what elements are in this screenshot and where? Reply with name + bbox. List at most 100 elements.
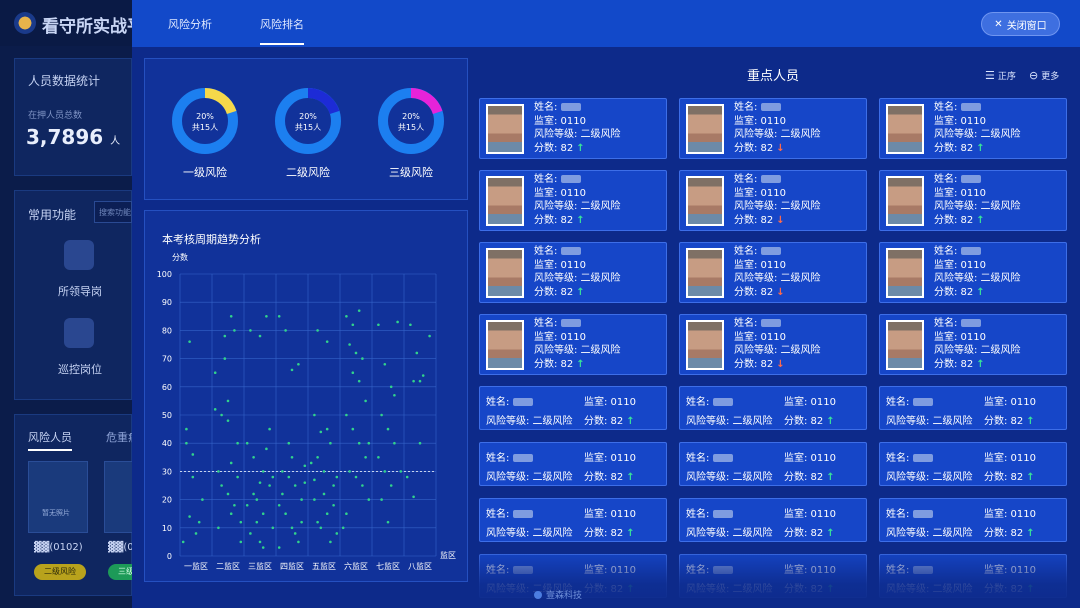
scatter-point: [268, 484, 271, 487]
trend-scatter-chart: 分数 0 10 20 30 40 50 60 70 80 90 100 一监区 二监区 三监区 四监区 五监区六…: [157, 252, 456, 571]
person-thumb[interactable]: [28, 461, 88, 533]
scatter-point: [316, 520, 319, 524]
chart-title: 本考核周期趋势分析: [162, 233, 261, 246]
tab-risk-analysis[interactable]: 风险分析: [168, 18, 212, 31]
more-button[interactable]: ⊖ 更多: [1029, 69, 1060, 82]
person-card[interactable]: 姓名: 监室: 0110 风险等级: 二级风险 分数: 82 ↓: [679, 98, 867, 159]
person-info: 姓名: 监室: 0110 风险等级: 二级风险 分数: 82 ↓: [734, 246, 821, 298]
tab-critical[interactable]: 危重病: [106, 431, 139, 444]
person-photo: [686, 176, 724, 226]
person-card[interactable]: 姓名: 监室: 0110 风险等级: 二级风险 分数: 82 ↑: [479, 170, 667, 231]
scatter-point: [255, 520, 259, 524]
scatter-point: [345, 413, 348, 417]
function-search-input[interactable]: 搜索功能: [94, 201, 132, 223]
x-tick-label: 四监区: [280, 561, 304, 571]
person-photo: [686, 248, 724, 298]
scatter-point: [316, 329, 319, 332]
x-tick-label: 八监区: [408, 561, 432, 571]
scatter-point: [418, 379, 422, 383]
trend-up-icon: ↑: [826, 416, 835, 427]
person-card[interactable]: 姓名: 监室: 0110 风险等级: 二级风险 分数: 82 ↑: [879, 242, 1067, 303]
scatter-point: [229, 512, 233, 515]
scatter-point: [252, 456, 255, 459]
scatter-point: [220, 484, 223, 487]
risk-tag: 二级风险: [34, 564, 86, 580]
scatter-point: [297, 362, 300, 366]
donut-percent: 20%: [299, 112, 317, 121]
scatter-point: [281, 492, 284, 496]
y-tick-label: 20: [162, 496, 172, 505]
person-photo: [886, 248, 924, 298]
person-card[interactable]: 姓名: 监室: 0110 风险等级: 二级风险 分数: 82 ↑: [879, 98, 1067, 159]
scatter-point: [357, 441, 361, 445]
person-card[interactable]: 姓名: 监室: 0110 风险等级: 二级风险 分数: 82 ↑: [479, 98, 667, 159]
leader-post-icon[interactable]: [64, 240, 94, 270]
scatter-point: [287, 441, 291, 445]
scatter-point: [380, 498, 383, 501]
person-card[interactable]: 姓名: 监室: 0110 风险等级: 二级风险 分数: 82 ↓: [679, 314, 867, 375]
person-card[interactable]: 姓名: 监室: 0110 风险等级: 二级风险 分数: 82 ↑: [879, 170, 1067, 231]
scatter-point: [226, 399, 230, 403]
close-icon: ✕: [994, 18, 1003, 30]
background-app-title: 看守所实战平: [42, 17, 144, 37]
trend-up-icon: ↑: [1026, 416, 1035, 427]
func-patrol-label[interactable]: 巡控岗位: [58, 363, 102, 376]
person-card[interactable]: 姓名: 监室: 0110 风险等级: 二级风险 分数: 82 ↑: [879, 314, 1067, 375]
risk-level-panel: [144, 58, 468, 200]
scatter-point: [386, 520, 390, 524]
donut-chart: 20% 共15人: [378, 88, 444, 154]
person-info: 姓名: 监室: 0110 风险等级: 二级风险 分数: 82 ↓: [734, 318, 821, 370]
scatter-point: [277, 503, 281, 507]
scatter-point: [325, 340, 329, 343]
donut-chart: 20% 共15人: [275, 88, 341, 154]
tab-risk-persons[interactable]: 风险人员: [28, 429, 72, 451]
scatter-point: [319, 526, 323, 530]
scatter-point: [380, 413, 383, 417]
person-card[interactable]: 姓名: 监室: 0110 风险等级: 二级风险 分数: 82 ↓: [679, 170, 867, 231]
y-tick-label: 80: [162, 326, 172, 335]
func-leader-label[interactable]: 所领导岗: [58, 285, 102, 298]
y-tick-label: 90: [162, 298, 172, 307]
close-window-button[interactable]: ✕ 关闭窗口: [981, 12, 1060, 36]
patrol-post-icon[interactable]: [64, 318, 94, 348]
sort-button[interactable]: ☰ 正序: [985, 69, 1016, 82]
trend-chart-panel: [144, 210, 468, 582]
police-emblem-icon: [14, 12, 36, 34]
scatter-point: [322, 470, 326, 473]
scatter-point: [245, 441, 249, 445]
scatter-point: [233, 329, 236, 332]
scatter-point: [335, 475, 339, 479]
person-info: 姓名: 监室: 0110 风险等级: 二级风险 分数: 82 ↑: [934, 246, 1021, 298]
person-card[interactable]: 姓名: 监室: 0110 风险等级: 二级风险 分数: 82 ↓: [679, 242, 867, 303]
scatter-point: [191, 453, 195, 456]
scatter-point: [409, 323, 412, 327]
scatter-point: [351, 371, 355, 374]
scatter-point: [332, 503, 335, 507]
scatter-point: [271, 526, 275, 530]
person-card[interactable]: 姓名: 监室: 0110 风险等级: 二级风险 分数: 82 ↑: [479, 314, 667, 375]
tab-risk-ranking[interactable]: 风险排名: [260, 18, 304, 45]
donut-2: 20% 共15人 二级风险: [273, 86, 343, 180]
x-tick-label: 一监区: [184, 561, 208, 571]
scatter-point: [300, 520, 303, 524]
key-persons-title: 重点人员: [747, 69, 800, 84]
x-tick-label: 六监区: [344, 561, 368, 571]
scatter-point: [265, 447, 268, 451]
scatter-point: [329, 540, 332, 544]
person-card[interactable]: 姓名: 监室: 0110 风险等级: 二级风险 分数: 82 ↑: [479, 242, 667, 303]
trend-up-icon: ↑: [976, 142, 985, 154]
scatter-point: [226, 419, 230, 422]
person-info: 姓名: 监室: 0110 风险等级: 二级风险 分数: 82 ↑: [934, 102, 1021, 154]
scatter-point: [252, 492, 255, 496]
scatter-point: [223, 357, 227, 360]
donut-arc: [275, 88, 341, 154]
